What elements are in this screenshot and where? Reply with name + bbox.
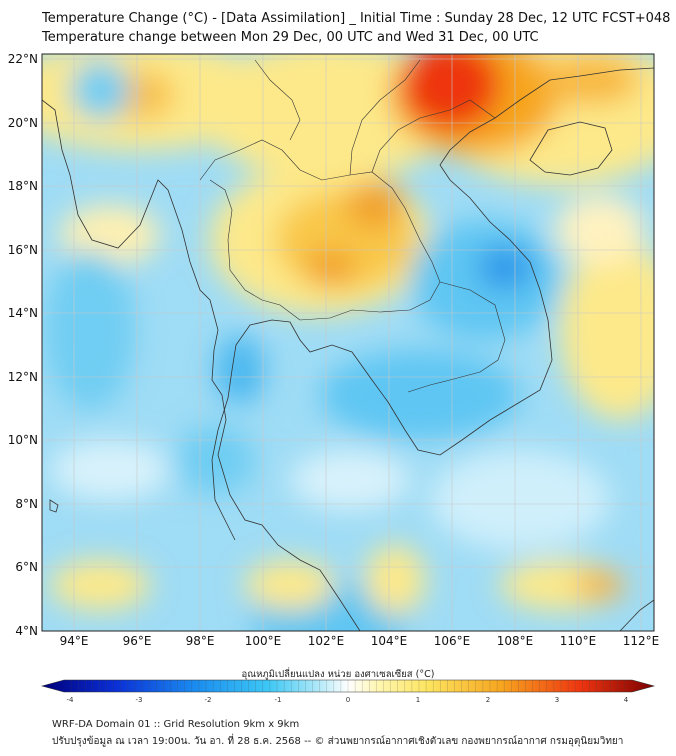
lat-label-12: 12°N: [8, 370, 38, 384]
lon-label-108: 108°E: [497, 634, 534, 648]
colorbar-tick-labels: -4 -3 -2 -1 0 1 2 3 4: [67, 696, 629, 704]
coastlines: [42, 67, 654, 631]
colorbar-label-0: 0: [346, 696, 350, 704]
colorbar-label-neg4: -4: [67, 696, 75, 704]
footer-model-info: WRF-DA Domain 01 :: Grid Resolution 9km …: [52, 719, 300, 730]
lon-label-98: 98°E: [186, 634, 215, 648]
colorbar-label-4: 4: [624, 696, 629, 704]
lat-label-4: 4°N: [15, 624, 38, 638]
colorbar-ticks: [70, 680, 626, 692]
longitude-labels: 94°E 96°E 98°E 100°E 102°E 104°E 106°E 1…: [60, 634, 660, 648]
lon-label-94: 94°E: [60, 634, 89, 648]
colorbar-bar: [40, 679, 656, 693]
latitude-labels: 22°N 20°N 18°N 16°N 14°N 12°N 10°N 8°N 6…: [8, 52, 38, 638]
lat-label-10: 10°N: [8, 433, 38, 447]
lat-label-18: 18°N: [8, 179, 38, 193]
map-title-line-1: Temperature Change (°C) - [Data Assimila…: [42, 11, 671, 26]
lon-label-106: 106°E: [434, 634, 471, 648]
lat-label-16: 16°N: [8, 243, 38, 257]
lon-label-96: 96°E: [123, 634, 152, 648]
graticule: [42, 54, 654, 631]
map-frame: [41, 53, 655, 632]
colorbar-label-2: 2: [486, 696, 490, 704]
lon-label-104: 104°E: [371, 634, 408, 648]
lon-label-110: 110°E: [560, 634, 597, 648]
colorbar: -4 -3 -2 -1 0 1 2 3 4: [40, 679, 656, 704]
colorbar-title: อุณหภูมิเปลี่ยนแปลง หน่วย องศาเซลเซียส (…: [241, 669, 435, 680]
lat-label-14: 14°N: [8, 306, 38, 320]
footer-credit: ปรับปรุงข้อมูล ณ เวลา 19:00น. วัน อา. ที…: [52, 736, 624, 747]
temperature-field: [42, 54, 654, 631]
lat-label-8: 8°N: [15, 497, 38, 511]
colorbar-label-neg1: -1: [275, 696, 282, 704]
map-title-line-2: Temperature change between Mon 29 Dec, 0…: [42, 30, 539, 45]
colorbar-label-3: 3: [555, 696, 559, 704]
lat-label-22: 22°N: [8, 52, 38, 66]
country-borders: [199, 59, 506, 393]
colorbar-label-1: 1: [416, 696, 420, 704]
colorbar-label-neg2: -2: [205, 696, 212, 704]
lon-label-102: 102°E: [308, 634, 345, 648]
lon-label-100: 100°E: [245, 634, 282, 648]
lon-label-112: 112°E: [623, 634, 660, 648]
lat-label-6: 6°N: [15, 560, 38, 574]
colorbar-label-neg3: -3: [136, 696, 143, 704]
lat-label-20: 20°N: [8, 116, 38, 130]
